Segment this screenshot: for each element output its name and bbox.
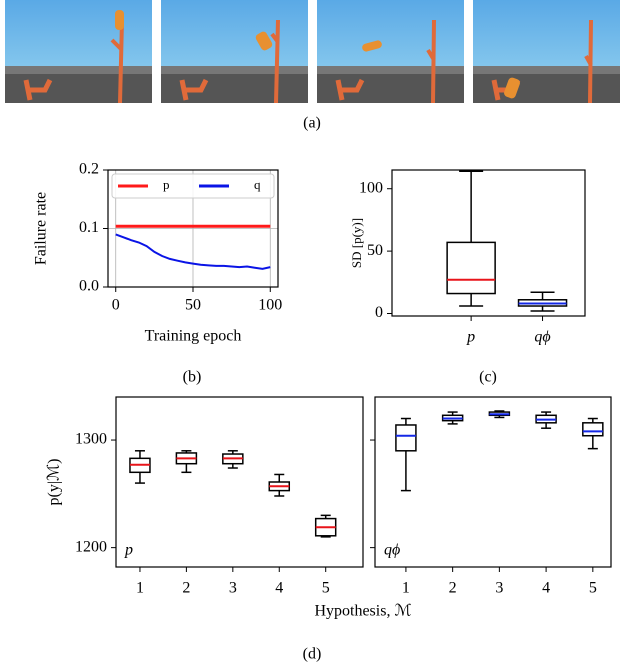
x-tick-label: 3 xyxy=(495,580,503,597)
axes-frame xyxy=(115,396,364,568)
photos xyxy=(5,0,620,104)
legend-label: q xyxy=(254,177,261,192)
photo xyxy=(317,0,464,104)
photo xyxy=(5,0,152,104)
y-tick-label: 100 xyxy=(359,179,383,196)
x-tick-label: 100 xyxy=(258,297,282,314)
y-tick-label: 0 xyxy=(375,304,383,321)
series-line xyxy=(115,233,271,270)
y-tick-label: 0.2 xyxy=(79,161,99,178)
axes-frame xyxy=(391,169,586,317)
box xyxy=(395,424,417,452)
x-tick-label: 5 xyxy=(322,580,330,597)
axes-frame xyxy=(107,169,279,288)
caption: (d) xyxy=(303,646,322,663)
y-axis-label: SD [p(y)] xyxy=(349,218,364,268)
x-tick-label: 50 xyxy=(185,297,201,314)
x-tick-label: 4 xyxy=(275,580,283,597)
y-tick-label: 0.1 xyxy=(79,219,99,236)
x-tick-label: 4 xyxy=(542,580,550,597)
legend-box xyxy=(111,173,275,199)
x-tick-label: qϕ xyxy=(534,329,550,346)
x-tick-label: 3 xyxy=(229,580,237,597)
x-tick-label: 1 xyxy=(136,580,144,597)
photo xyxy=(473,0,620,104)
y-tick-label: 1200 xyxy=(75,538,107,555)
caption: (a) xyxy=(303,115,321,132)
caption: (b) xyxy=(183,369,202,386)
x-tick-label: p xyxy=(466,329,475,346)
legend-label: p xyxy=(163,177,170,192)
y-axis-label: Failure rate xyxy=(33,192,50,265)
y-axis-label: p(y|ℳ) xyxy=(46,459,63,506)
x-axis-label: Hypothesis, ℳ xyxy=(314,603,411,620)
x-tick-label: 0 xyxy=(112,297,120,314)
x-tick-label: 1 xyxy=(402,580,410,597)
box xyxy=(582,422,604,437)
x-tick-label: 2 xyxy=(182,580,190,597)
annotation: p xyxy=(124,542,133,559)
x-tick-label: 2 xyxy=(449,580,457,597)
axes-frame xyxy=(374,396,612,568)
y-tick-label: 50 xyxy=(367,242,383,259)
box xyxy=(446,241,496,295)
annotation: qϕ xyxy=(384,542,400,559)
caption: (c) xyxy=(479,369,497,386)
x-axis-label: Training epoch xyxy=(145,328,242,345)
x-tick-label: 5 xyxy=(589,580,597,597)
y-tick-label: 0.0 xyxy=(79,278,99,295)
y-tick-label: 1300 xyxy=(75,431,107,448)
photo xyxy=(161,0,308,104)
